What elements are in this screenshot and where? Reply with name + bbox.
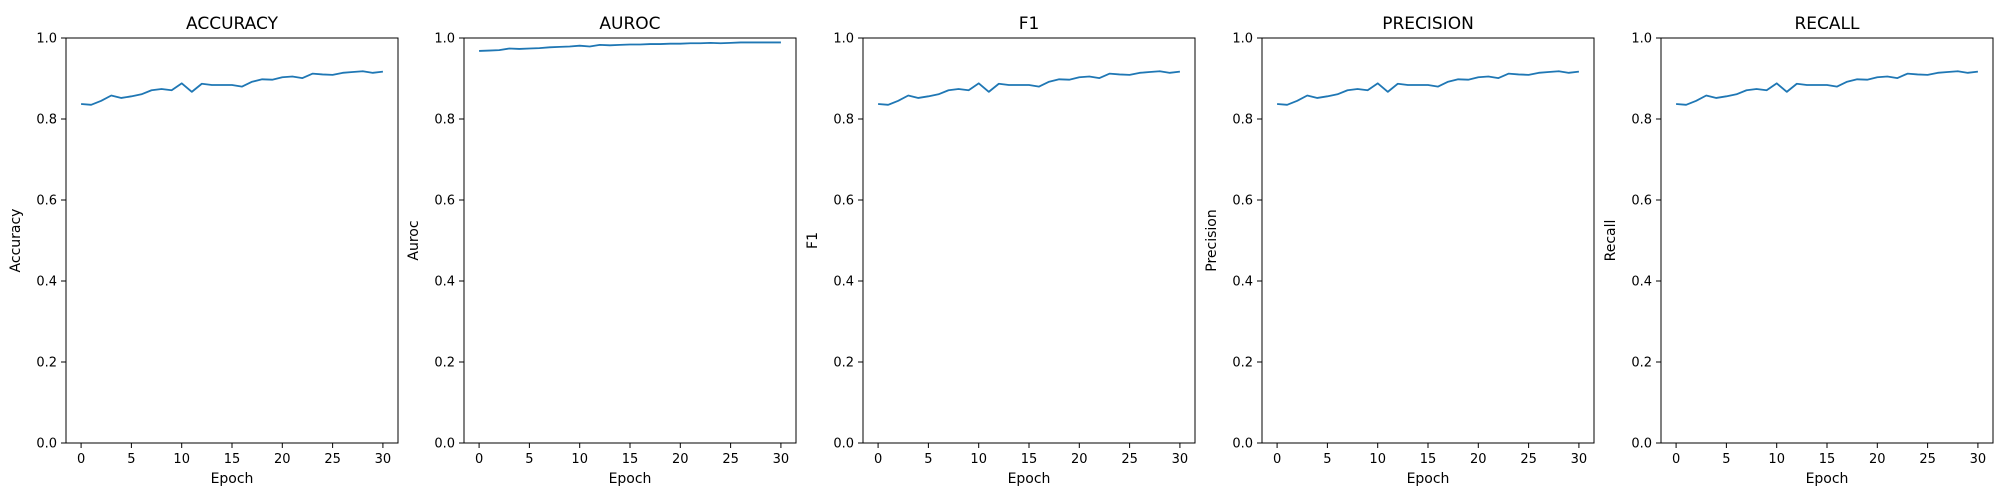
x-tick-label: 15 <box>1819 452 1836 467</box>
y-tick-label: 0.0 <box>1232 437 1253 452</box>
y-tick-label: 0.8 <box>36 113 57 128</box>
y-tick-label: 0.6 <box>36 194 57 209</box>
y-tick-label: 0.6 <box>1232 194 1253 209</box>
x-tick-label: 5 <box>127 452 135 467</box>
x-tick-label: 10 <box>1369 452 1386 467</box>
x-tick-label: 20 <box>274 452 291 467</box>
y-tick-label: 1.0 <box>1232 32 1253 47</box>
x-axis-label: Epoch <box>1407 471 1450 487</box>
axes-frame <box>1261 37 1595 444</box>
y-tick-label: 0.0 <box>1631 437 1652 452</box>
y-tick-label: 0.4 <box>1232 275 1253 290</box>
y-tick-label: 0.6 <box>1631 194 1652 209</box>
x-tick-label: 0 <box>874 452 882 467</box>
chart-panel-f1: F1 0 5 10 15 20 25 30 0.0 0.2 0.4 0.6 0.8 1.0 Epoch F1 <box>805 14 1196 487</box>
y-tick-label: 1.0 <box>434 32 455 47</box>
x-tick-label: 25 <box>1121 452 1138 467</box>
series-line-precision <box>1277 70 1580 106</box>
y-tick-label: 0.8 <box>434 113 455 128</box>
y-tick-label: 1.0 <box>1631 32 1652 47</box>
x-tick-label: 0 <box>77 452 85 467</box>
x-axis-label: Epoch <box>211 471 254 487</box>
y-tick-label: 0.0 <box>434 437 455 452</box>
x-tick-label: 30 <box>1970 452 1987 467</box>
x-tick-label: 10 <box>571 452 588 467</box>
x-tick-label: 20 <box>1470 452 1487 467</box>
y-tick-label: 0.4 <box>833 275 854 290</box>
x-tick-label: 25 <box>1919 452 1936 467</box>
panel-title: RECALL <box>1795 14 1861 34</box>
chart-panel-auroc: AUROC 0 5 10 15 20 25 30 0.0 0.2 0.4 0.6 0.8 1.0 Epoch… <box>406 14 797 487</box>
x-tick-label: 5 <box>1323 452 1331 467</box>
x-tick-label: 0 <box>475 452 483 467</box>
x-tick-label: 30 <box>1172 452 1189 467</box>
y-tick-label: 0.2 <box>36 356 57 371</box>
y-tick-label: 0.2 <box>1232 356 1253 371</box>
x-tick-label: 15 <box>1021 452 1038 467</box>
x-tick-label: 20 <box>672 452 689 467</box>
panel-title: F1 <box>1019 14 1040 34</box>
x-tick-label: 25 <box>722 452 739 467</box>
x-tick-label: 10 <box>1768 452 1785 467</box>
y-axis-label: Accuracy <box>8 209 24 273</box>
y-tick-label: 0.0 <box>833 437 854 452</box>
y-tick-label: 0.4 <box>36 275 57 290</box>
y-tick-label: 0.4 <box>434 275 455 290</box>
y-tick-label: 0.6 <box>833 194 854 209</box>
series-line-f1 <box>878 70 1181 106</box>
x-tick-label: 15 <box>224 452 241 467</box>
panel-title: AUROC <box>599 14 660 34</box>
y-tick-label: 0.0 <box>36 437 57 452</box>
axes-frame <box>1660 37 1994 444</box>
series-line-recall <box>1676 70 1979 106</box>
y-tick-label: 1.0 <box>36 32 57 47</box>
y-tick-label: 0.8 <box>833 113 854 128</box>
x-tick-label: 30 <box>375 452 392 467</box>
x-tick-label: 20 <box>1869 452 1886 467</box>
series-line-accuracy <box>81 70 384 106</box>
y-tick-label: 0.2 <box>434 356 455 371</box>
series-line-auroc <box>479 41 781 52</box>
y-tick-label: 0.2 <box>1631 356 1652 371</box>
x-tick-label: 25 <box>1520 452 1537 467</box>
panel-title: ACCURACY <box>186 14 279 34</box>
chart-panel-precision: PRECISION 0 5 10 15 20 25 30 0.0 0.2 0.4 0.6 0.8 1.0 E… <box>1204 14 1595 487</box>
x-tick-label: 10 <box>173 452 190 467</box>
y-axis-label: Auroc <box>406 220 422 260</box>
y-tick-label: 0.4 <box>1631 275 1652 290</box>
x-tick-label: 5 <box>1722 452 1730 467</box>
x-axis-label: Epoch <box>1806 471 1849 487</box>
x-tick-label: 20 <box>1071 452 1088 467</box>
x-tick-label: 5 <box>525 452 533 467</box>
x-axis-label: Epoch <box>1008 471 1051 487</box>
x-tick-label: 0 <box>1273 452 1281 467</box>
y-axis-label: Recall <box>1603 220 1619 262</box>
y-tick-label: 0.8 <box>1232 113 1253 128</box>
x-axis-label: Epoch <box>609 471 652 487</box>
axes-frame <box>65 37 399 444</box>
chart-panel-recall: RECALL 0 5 10 15 20 25 30 0.0 0.2 0.4 0.6 0.8 1.0 Epoc… <box>1603 14 1994 487</box>
x-tick-label: 15 <box>1420 452 1437 467</box>
y-tick-label: 0.2 <box>833 356 854 371</box>
chart-panel-accuracy: ACCURACY 0 5 10 15 20 25 30 0.0 0.2 0.4 0.6 0.8 1.0 Ep… <box>8 14 399 487</box>
x-tick-label: 10 <box>970 452 987 467</box>
x-tick-label: 30 <box>1571 452 1588 467</box>
axes-frame <box>862 37 1196 444</box>
x-tick-label: 15 <box>622 452 639 467</box>
x-tick-label: 0 <box>1672 452 1680 467</box>
x-tick-label: 25 <box>324 452 341 467</box>
panel-title: PRECISION <box>1382 14 1474 34</box>
x-tick-label: 5 <box>924 452 932 467</box>
y-tick-label: 0.8 <box>1631 113 1652 128</box>
y-axis-label: F1 <box>805 232 821 249</box>
x-tick-label: 30 <box>773 452 790 467</box>
y-tick-label: 0.6 <box>434 194 455 209</box>
axes-frame <box>463 37 797 444</box>
y-axis-label: Precision <box>1204 209 1220 271</box>
y-tick-label: 1.0 <box>833 32 854 47</box>
